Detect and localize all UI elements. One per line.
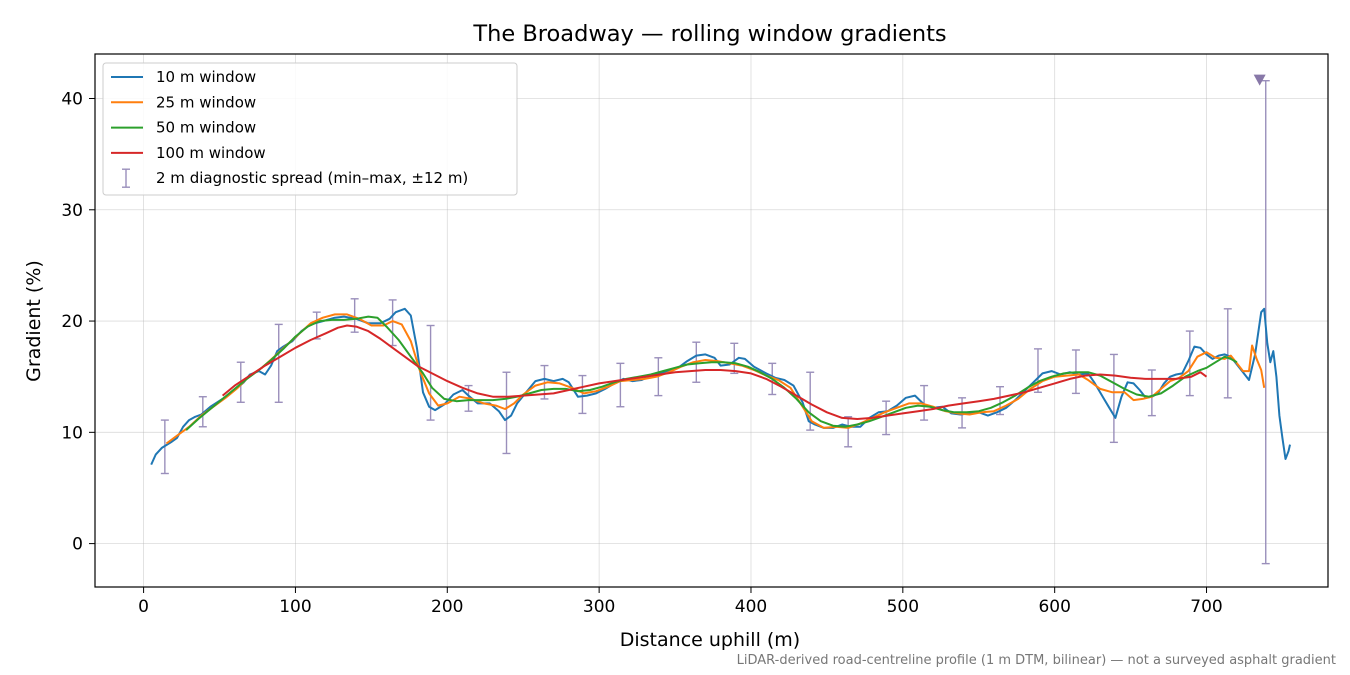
y-axis-label: Gradient (%) [23, 260, 45, 382]
series-line [221, 324, 1208, 420]
errorbar [1147, 369, 1156, 417]
y-axis: 0 10 20 30 40 [61, 90, 95, 555]
chart-title: The Broadway — rolling window gradients [472, 21, 946, 47]
errorbar [274, 323, 283, 403]
triangle-marker [1253, 74, 1266, 86]
legend-label: 50 m window [156, 119, 256, 137]
legend-label: 100 m window [156, 144, 266, 162]
y-tick-label: 20 [61, 312, 83, 332]
errorbar [578, 374, 587, 415]
legend-items: 10 m window 25 m window 50 m window 100 m w… [111, 68, 468, 188]
errorbar [844, 416, 853, 448]
legend-label: 25 m window [156, 93, 256, 111]
series-line [150, 307, 1291, 466]
x-axis: 0 100 200 300 400 500 600 700 [138, 587, 1223, 617]
x-tick-label: 500 [887, 597, 919, 617]
errorbar [312, 311, 321, 340]
footnote: LiDAR-derived road-centreline profile (1… [737, 653, 1336, 668]
errorbar [1109, 353, 1118, 444]
errorbar [1185, 330, 1194, 397]
y-tick-label: 40 [61, 90, 83, 110]
legend-box [102, 62, 518, 196]
errorbar [882, 400, 891, 436]
grid [95, 54, 1328, 587]
errorbar [198, 396, 207, 428]
errorbar [730, 342, 739, 375]
series-line [165, 313, 1266, 445]
x-tick-label: 0 [138, 597, 149, 617]
y-tick-label: 30 [61, 201, 83, 221]
x-tick-label: 200 [431, 597, 463, 617]
legend: 10 m window 25 m window 50 m window 100 m w… [102, 62, 518, 196]
errorbar [920, 384, 929, 421]
errorbar [502, 371, 511, 455]
x-tick-label: 700 [1190, 597, 1222, 617]
legend-label: 10 m window [156, 68, 256, 86]
x-axis-label: Distance uphill (m) [620, 629, 800, 651]
x-tick-label: 100 [279, 597, 311, 617]
y-tick-label: 0 [72, 535, 83, 555]
errorbar [616, 362, 625, 408]
series-line [185, 315, 1238, 431]
x-tick-label: 600 [1038, 597, 1070, 617]
errorbar [1223, 308, 1232, 399]
legend-label: 2 m diagnostic spread (min–max, ±12 m) [156, 169, 468, 187]
line-series [150, 307, 1291, 466]
marker-layer [1253, 74, 1266, 86]
x-tick-label: 400 [735, 597, 767, 617]
plot-frame [94, 53, 1329, 588]
x-tick-label: 300 [583, 597, 615, 617]
y-tick-label: 10 [61, 423, 83, 443]
